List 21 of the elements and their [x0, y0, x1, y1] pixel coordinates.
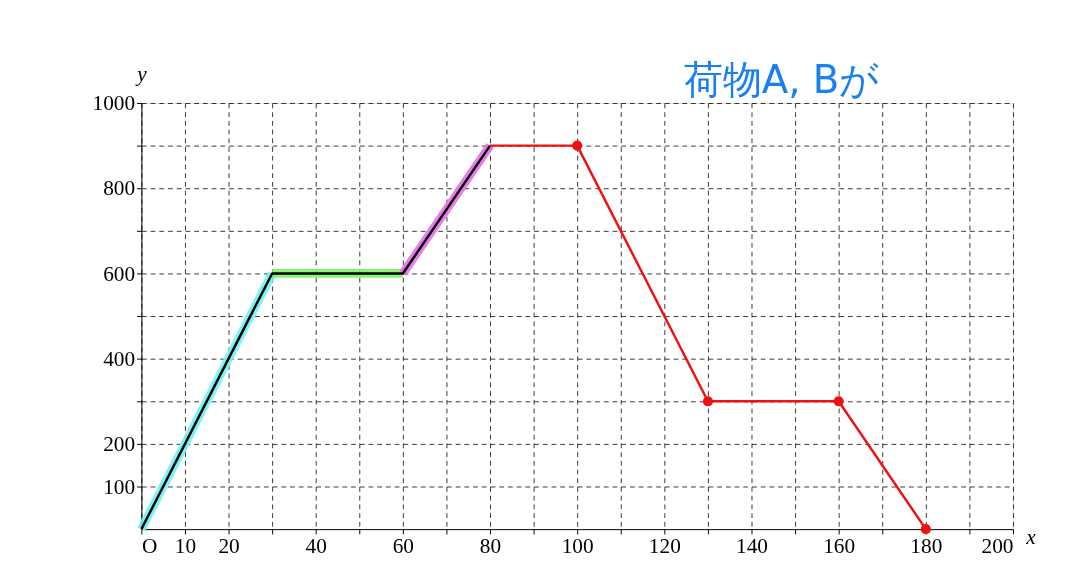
x-tick-label: 140 [736, 533, 768, 558]
y-tick-label: 1000 [92, 91, 136, 116]
x-tick-label: 180 [910, 533, 943, 558]
x-tick-label: 60 [392, 533, 414, 558]
x-tick-label: 120 [648, 533, 681, 558]
y-tick-label: 400 [103, 346, 136, 371]
x-tick-label: O [141, 533, 158, 558]
y-tick-label: 600 [103, 261, 136, 286]
x-tick-label: 160 [823, 533, 856, 558]
y-axis-title: y [135, 62, 148, 87]
x-tick-label: 200 [981, 533, 1014, 558]
x-tick-label: 20 [218, 533, 240, 558]
x-tick-label: 100 [561, 533, 594, 558]
x-axis-title: x [1025, 525, 1037, 550]
y-tick-label: 800 [103, 176, 136, 201]
x-tick-label: 80 [479, 533, 502, 558]
text: 荷物A, Bが [683, 57, 880, 103]
y-tick-label: 200 [103, 432, 136, 457]
y-tick-label: 100 [103, 474, 136, 499]
x-tick-label: 10 [174, 533, 197, 558]
x-tick-label: 40 [305, 533, 327, 558]
